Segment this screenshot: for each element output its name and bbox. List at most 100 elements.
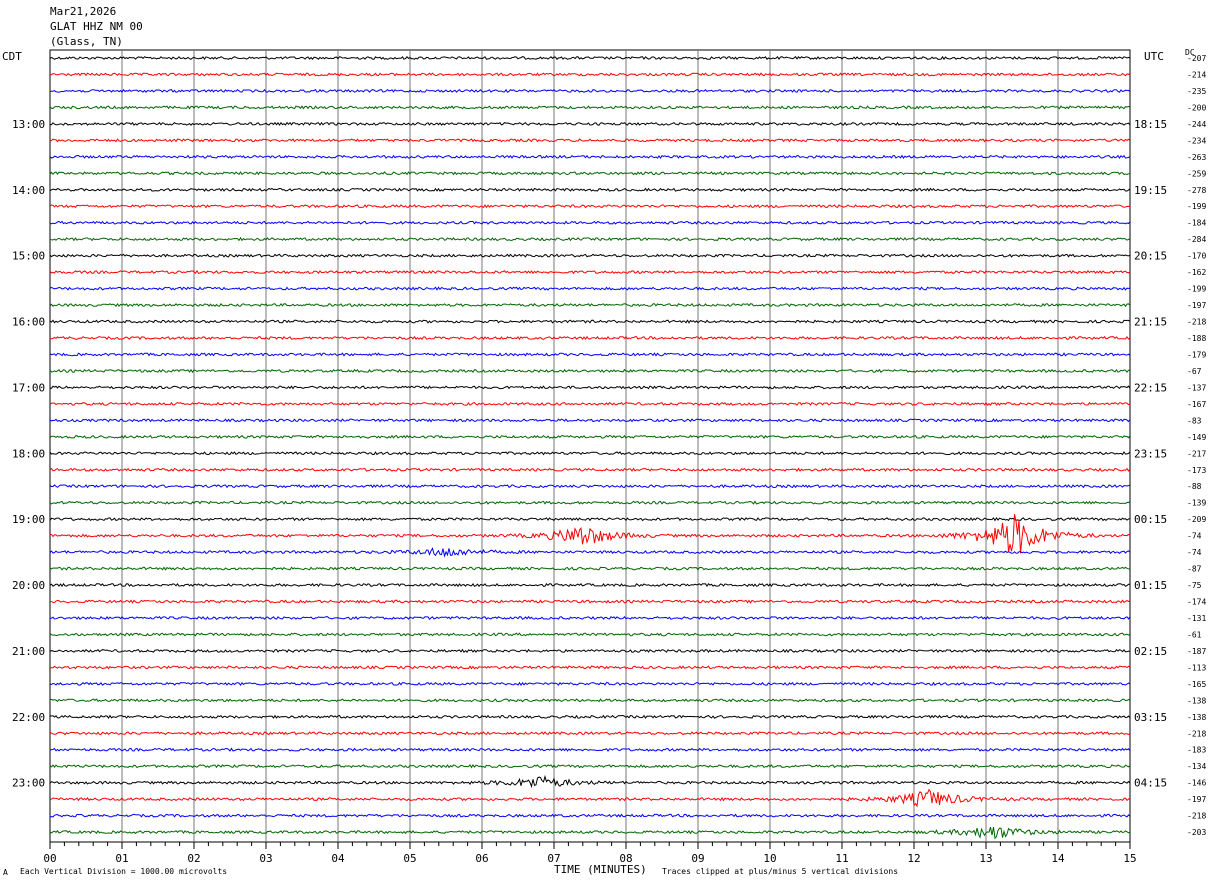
dc-offset: -217 [1187, 449, 1206, 458]
trace-line [49, 253, 1131, 258]
left-hour-label: 14:00 [12, 184, 45, 197]
trace-line [49, 434, 1131, 439]
x-tick-label: 03 [259, 852, 272, 865]
dc-offset: -83 [1187, 416, 1202, 425]
dc-offset: -199 [1187, 285, 1206, 294]
trace-line [49, 72, 1131, 77]
trace-line [49, 335, 1131, 341]
dc-offset: -146 [1187, 779, 1206, 788]
trace-line [49, 236, 1131, 242]
header-location: (Glass, TN) [50, 35, 123, 48]
trace-line [49, 615, 1131, 621]
trace-line [49, 171, 1131, 176]
trace-group [49, 55, 1131, 840]
trace-line [49, 632, 1131, 637]
trace-line [49, 451, 1131, 456]
left-hour-label: 20:00 [12, 579, 45, 592]
left-hour-label: 13:00 [12, 118, 45, 131]
trace-line [49, 220, 1131, 225]
right-hour-label: 02:15 [1134, 645, 1167, 658]
x-tick-label: 05 [403, 852, 416, 865]
x-tick-label: 14 [1051, 852, 1065, 865]
trace-line [49, 813, 1131, 818]
trace-line [49, 665, 1131, 670]
trace-line [49, 302, 1131, 308]
dc-offset: -61 [1187, 630, 1202, 639]
left-hour-label: 19:00 [12, 513, 45, 526]
trace-line [49, 500, 1131, 505]
dc-offset: -131 [1187, 614, 1206, 623]
scale-note: Each Vertical Division = 1000.00 microvo… [20, 867, 228, 876]
right-hour-label: 20:15 [1134, 250, 1167, 263]
x-tick-label: 06 [475, 852, 488, 865]
dc-offset: -74 [1187, 532, 1202, 541]
left-hour-label: 22:00 [12, 711, 45, 724]
trace-line [49, 547, 1131, 558]
left-hour-label: 23:00 [12, 777, 45, 790]
left-hour-label: 21:00 [12, 645, 45, 658]
dc-offset: -244 [1187, 120, 1206, 129]
right-hour-label: 18:15 [1134, 118, 1167, 131]
dc-offset: -207 [1187, 54, 1206, 63]
trace-line [49, 121, 1131, 126]
dc-offset: -235 [1187, 87, 1206, 96]
x-tick-label: 08 [619, 852, 632, 865]
trace-line [49, 385, 1131, 390]
dc-offset: -263 [1187, 153, 1206, 162]
trace-line [49, 566, 1131, 571]
dc-offset: -179 [1187, 350, 1206, 359]
x-tick-label: 10 [763, 852, 776, 865]
dc-offset: -139 [1187, 499, 1206, 508]
x-tick-label: 07 [547, 852, 560, 865]
trace-line [49, 788, 1131, 808]
x-axis-label: TIME (MINUTES) [554, 863, 647, 876]
right-hour-label: 19:15 [1134, 184, 1167, 197]
dc-offset: -200 [1187, 103, 1206, 112]
trace-line [49, 204, 1131, 209]
dc-offset: -165 [1187, 680, 1206, 689]
trace-line [49, 138, 1131, 143]
dc-offset: -162 [1187, 268, 1206, 277]
dc-offset: -187 [1187, 647, 1206, 656]
right-hour-label: 21:15 [1134, 316, 1167, 329]
trace-line [49, 484, 1131, 489]
left-hour-label: 15:00 [12, 250, 45, 263]
hour-labels: 13:00 14:00 15:00 16:00 17:00 18:00 19:00 20:00… [12, 118, 1167, 790]
trace-line [49, 714, 1131, 720]
trace-line [49, 368, 1131, 374]
dc-offset: -75 [1187, 581, 1202, 590]
x-tick-label: 09 [691, 852, 704, 865]
dc-offset: -113 [1187, 663, 1206, 672]
dc-offset: -199 [1187, 202, 1206, 211]
right-hour-label: 04:15 [1134, 777, 1167, 790]
trace-line [49, 467, 1131, 472]
right-hour-label: 03:15 [1134, 711, 1167, 724]
trace-line [49, 648, 1131, 654]
left-hour-label: 18:00 [12, 447, 45, 460]
trace-line [49, 319, 1131, 324]
trace-line [49, 774, 1131, 789]
left-hour-label: 17:00 [12, 381, 45, 394]
trace-line [49, 352, 1131, 357]
dc-offset: -214 [1187, 70, 1206, 79]
dc-offset: -87 [1187, 565, 1202, 574]
dc-offset: -174 [1187, 598, 1206, 607]
dc-offset: -138 [1187, 713, 1206, 722]
minute-grid [49, 49, 1131, 843]
dc-offset: -259 [1187, 169, 1206, 178]
dc-offset: -278 [1187, 186, 1206, 195]
x-axis-ticks: 00 01 02 03 04 05 06 07 08 09 10 11 12 13 14 15 [43, 842, 1137, 865]
x-tick-label: 02 [187, 852, 200, 865]
dc-offset: -149 [1187, 433, 1206, 442]
trace-line [49, 681, 1131, 687]
corner-mark: A [3, 868, 8, 877]
dc-offset: -197 [1187, 301, 1206, 310]
dc-offset: -67 [1187, 367, 1202, 376]
trace-line [49, 154, 1131, 160]
dc-offset: -134 [1187, 762, 1206, 771]
trace-line [49, 582, 1130, 588]
trace-line [49, 105, 1131, 110]
x-tick-label: 12 [907, 852, 920, 865]
x-tick-label: 13 [979, 852, 992, 865]
